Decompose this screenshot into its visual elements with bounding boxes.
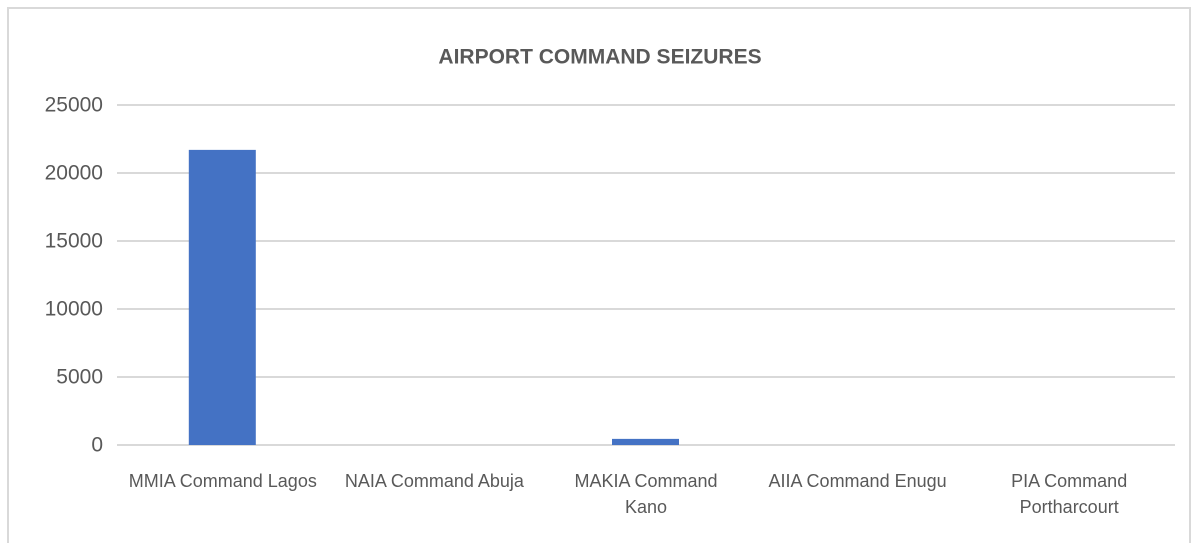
y-tick-label: 15000 (45, 230, 103, 253)
x-tick-label: NAIA Command Abuja (344, 471, 524, 491)
x-tick-label: PIA Command Portharcourt (1011, 471, 1128, 517)
y-tick-label: 20000 (45, 162, 103, 185)
bar (188, 149, 256, 445)
y-tick-label: 25000 (45, 94, 103, 117)
chart-border (7, 7, 1191, 543)
bar (612, 438, 679, 445)
x-tick-label: AIIA Command Enugu (768, 471, 947, 491)
x-tick-label: MAKIA Command Kano (574, 471, 718, 517)
y-tick-label: 5000 (56, 366, 103, 389)
y-tick-label: 0 (91, 434, 103, 457)
x-tick-label: MMIA Command Lagos (128, 471, 317, 491)
y-tick-label: 10000 (45, 298, 103, 321)
chart-title: AIRPORT COMMAND SEIZURES (438, 46, 761, 69)
